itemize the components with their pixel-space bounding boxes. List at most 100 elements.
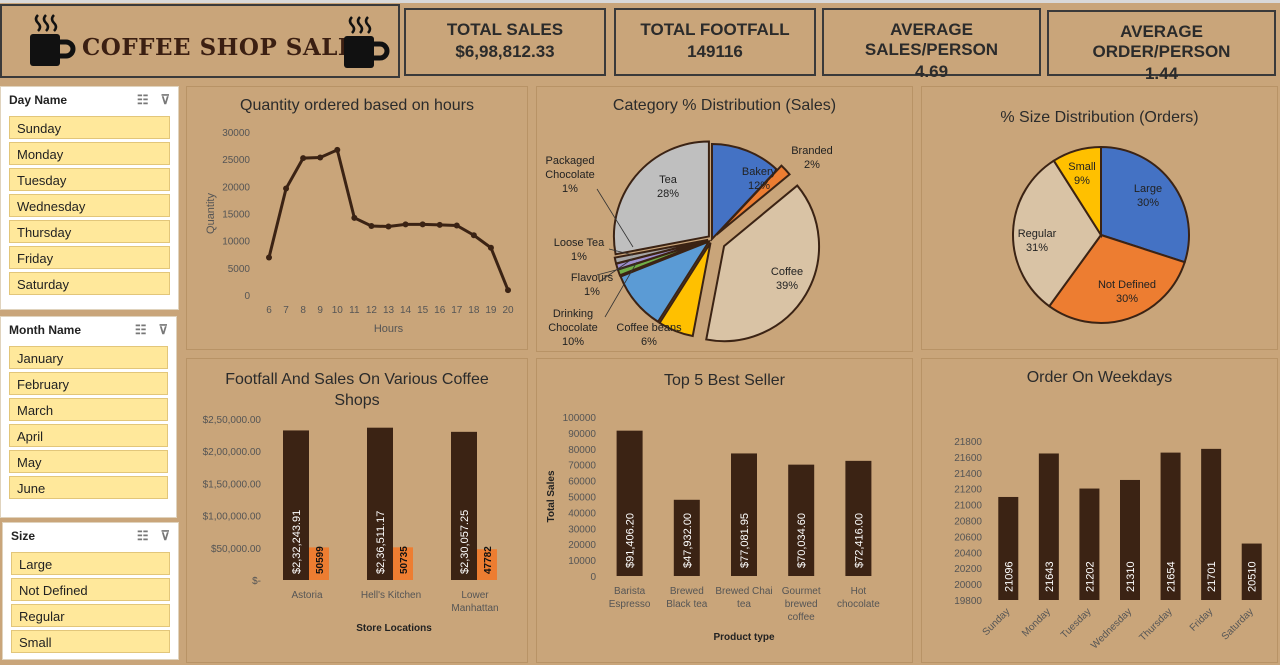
y-tick-label: 0 xyxy=(244,291,250,302)
x-tick-label: 16 xyxy=(434,305,446,316)
slicer-item-not-defined[interactable]: Not Defined xyxy=(11,578,170,601)
data-label: Chocolate xyxy=(545,169,595,181)
y-tick-label: 10000 xyxy=(222,237,250,248)
kpi-value: 149116 xyxy=(687,42,743,61)
slicer-item-monday[interactable]: Monday xyxy=(9,142,170,165)
slicer-item-large[interactable]: Large xyxy=(11,552,170,575)
data-label: 2% xyxy=(804,159,820,171)
y-tick-label: 40000 xyxy=(568,508,596,519)
x-tick-label: chocolate xyxy=(837,599,880,610)
x-tick-label: Hell's Kitchen xyxy=(361,590,421,601)
y-tick-label: 100000 xyxy=(563,413,597,424)
data-label: Tea xyxy=(659,174,678,186)
series-line xyxy=(267,147,510,291)
chart-title: Quantity ordered based on hours xyxy=(240,97,474,114)
bar xyxy=(1079,488,1100,600)
data-point xyxy=(317,154,324,161)
bar-sales xyxy=(367,427,393,580)
slicer-item-april[interactable]: April xyxy=(9,424,168,447)
data-label: Regular xyxy=(1018,228,1057,240)
data-point xyxy=(334,146,341,153)
data-label: 28% xyxy=(657,188,679,200)
slicer-item-regular[interactable]: Regular xyxy=(11,604,170,627)
clear-filter-icon[interactable]: ⊽ xyxy=(160,92,170,107)
bar-label-sales: $2,36,511.17 xyxy=(375,511,387,574)
data-label: Large xyxy=(1134,183,1162,195)
kpi-label: AVERAGE ORDER/PERSON xyxy=(1092,22,1231,61)
slicer-day-name: Day Name ☷ ⊽ Sunday Monday Tuesday Wednes… xyxy=(0,86,179,310)
pie-slice xyxy=(1047,233,1186,324)
slicer-item-saturday[interactable]: Saturday xyxy=(9,272,170,295)
leader-line xyxy=(604,261,638,318)
bar-footfall xyxy=(393,547,413,580)
bar-label: $70,034.60 xyxy=(796,513,808,568)
pie-slice xyxy=(619,239,712,324)
clear-filter-icon[interactable]: ⊽ xyxy=(160,528,170,543)
slicer-item-june[interactable]: June xyxy=(9,476,168,499)
slicer-header: Month Name ☷ ⊽ xyxy=(1,317,176,343)
multi-select-icon[interactable]: ☷ xyxy=(134,322,147,337)
y-axis-label: Quantity xyxy=(205,193,217,234)
bar-label: 21310 xyxy=(1125,561,1137,592)
weekday-bar-chart: 19800 20000 20200 20400 20600 20800 21000 21200… xyxy=(954,437,1262,651)
slicer-item-february[interactable]: February xyxy=(9,372,168,395)
leader-line xyxy=(596,188,634,248)
panel-size-distribution: % Size Distribution (Orders) Large 30% Not… xyxy=(921,86,1278,350)
y-tick-label: 20400 xyxy=(954,548,982,559)
y-tick-label: 80000 xyxy=(568,445,596,456)
slicer-item-tuesday[interactable]: Tuesday xyxy=(9,168,170,191)
x-tick-label: 8 xyxy=(300,305,306,316)
x-tick-label: Manhattan xyxy=(451,603,498,614)
y-tick-label: 70000 xyxy=(568,461,596,472)
x-tick-label: Lower xyxy=(461,590,489,601)
y-tick-label: $2,00,000.00 xyxy=(203,447,262,458)
slicer-item-may[interactable]: May xyxy=(9,450,168,473)
slicer-item-small[interactable]: Small xyxy=(11,630,170,653)
bar-footfall xyxy=(309,547,329,580)
kpi-value: $6,98,812.33 xyxy=(455,42,555,61)
y-tick-label: 19800 xyxy=(954,596,982,607)
y-tick-label: $- xyxy=(252,576,261,587)
bar-label: 21654 xyxy=(1166,561,1178,592)
slicer-item-thursday[interactable]: Thursday xyxy=(9,220,170,243)
slicer-item-friday[interactable]: Friday xyxy=(9,246,170,269)
bar-sales xyxy=(451,431,477,580)
y-tick-label: 20000 xyxy=(222,182,250,193)
clear-filter-icon[interactable]: ⊽ xyxy=(158,322,168,337)
slicer-title: Month Name xyxy=(9,323,81,337)
bar xyxy=(673,499,700,576)
x-tick-label: Friday xyxy=(1188,606,1215,633)
chart-title: Order On Weekdays xyxy=(1026,369,1173,386)
multi-select-icon[interactable]: ☷ xyxy=(136,92,149,107)
y-tick-label: 90000 xyxy=(568,429,596,440)
data-point xyxy=(385,223,392,230)
x-tick-label: 17 xyxy=(451,305,463,316)
data-label: 1% xyxy=(584,286,600,298)
y-tick-label: 5000 xyxy=(228,264,251,275)
x-axis-label: Product type xyxy=(713,632,775,643)
bar xyxy=(731,453,757,576)
data-label: 1% xyxy=(562,183,578,195)
data-label: 30% xyxy=(1116,293,1138,305)
bar-label: 20510 xyxy=(1247,561,1259,592)
chart-title: Category % Distribution (Sales) xyxy=(612,97,837,114)
slicer-item-sunday[interactable]: Sunday xyxy=(9,116,170,139)
slicer-title: Size xyxy=(11,529,36,543)
x-tick-label: 10 xyxy=(332,305,344,316)
slicer-item-wednesday[interactable]: Wednesday xyxy=(9,194,170,217)
bar xyxy=(845,460,872,576)
slicer-item-january[interactable]: January xyxy=(9,346,168,369)
y-tick-label: 30000 xyxy=(222,128,250,139)
slicer-item-march[interactable]: March xyxy=(9,398,168,421)
x-tick-label: 6 xyxy=(266,305,272,316)
multi-select-icon[interactable]: ☷ xyxy=(136,528,149,543)
x-tick-label: 19 xyxy=(485,305,497,316)
chart-title: % Size Distribution (Orders) xyxy=(1000,109,1199,126)
pie-slice xyxy=(1100,145,1190,264)
panel-quantity-by-hour: Quantity ordered based on hours 0 5000 100… xyxy=(186,86,528,350)
coffee-mug-left-icon xyxy=(30,14,76,66)
bar xyxy=(1120,479,1140,600)
bar-label-footfall: 50599 xyxy=(315,546,326,574)
x-tick-label: 12 xyxy=(366,305,378,316)
y-tick-label: 10000 xyxy=(568,556,596,567)
